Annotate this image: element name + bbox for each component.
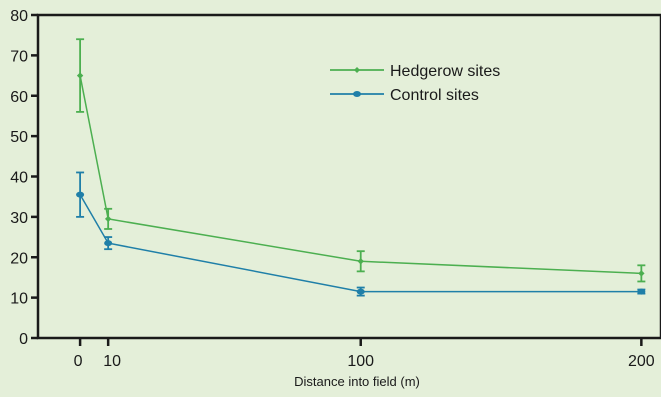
data-point — [104, 215, 112, 223]
y-tick-label: 0 — [19, 331, 28, 348]
legend-label: Hedgerow sites — [390, 63, 500, 80]
y-tick-label: 70 — [10, 48, 28, 65]
x-tick-label: 200 — [628, 353, 655, 370]
y-tick-label: 80 — [10, 8, 28, 25]
series-line — [79, 194, 642, 293]
x-tick-label: 0 — [74, 353, 83, 370]
data-point — [356, 288, 365, 295]
legend-swatch-marker — [353, 91, 361, 97]
y-tick-label: 20 — [10, 250, 28, 267]
x-tick-label: 100 — [347, 353, 374, 370]
y-tick-label: 30 — [10, 210, 28, 227]
legend-swatch-marker — [354, 67, 360, 73]
x-axis-label: Distance into field (m) — [294, 374, 420, 389]
y-axis: 0 10 20 30 40 50 60 70 80 — [10, 8, 38, 348]
x-tick-label: 10 — [103, 353, 121, 370]
data-point — [104, 240, 113, 247]
legend: Hedgerow sites Control sites — [330, 63, 500, 104]
series-hedgerow — [76, 38, 646, 283]
series-layer — [76, 38, 646, 297]
data-point — [638, 270, 645, 277]
data-point — [76, 72, 84, 79]
y-tick-label: 50 — [10, 129, 28, 146]
y-tick-label: 10 — [10, 291, 28, 308]
legend-item: Hedgerow sites — [330, 63, 500, 80]
data-point — [76, 191, 85, 198]
legend-label: Control sites — [390, 87, 479, 104]
series-line — [79, 75, 642, 275]
series-control — [76, 171, 646, 297]
legend-item: Control sites — [330, 87, 479, 104]
y-tick-label: 60 — [10, 89, 28, 106]
data-point — [357, 258, 364, 265]
x-axis: 0 10 100 200 — [74, 338, 655, 370]
y-tick-label: 40 — [10, 170, 28, 187]
data-point — [637, 288, 646, 295]
